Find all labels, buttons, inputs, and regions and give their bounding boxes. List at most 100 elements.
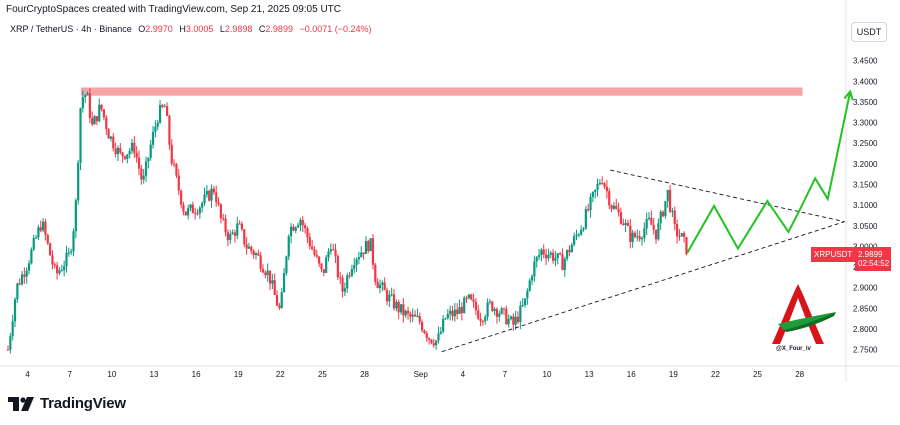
candle-down	[304, 225, 307, 229]
candle-up	[598, 182, 601, 184]
resistance-zone[interactable]	[80, 87, 803, 96]
candle-down	[44, 221, 47, 235]
candle-up	[547, 254, 550, 259]
candle-down	[544, 254, 548, 259]
candle-down	[313, 249, 316, 255]
candle-up	[158, 105, 162, 123]
candle-down	[339, 277, 342, 279]
candle-down	[114, 148, 117, 155]
candle-up	[535, 256, 538, 262]
candle-down	[472, 299, 475, 302]
currency-button[interactable]: USDT	[851, 22, 887, 42]
candle-down	[502, 308, 506, 310]
candle-up	[289, 226, 293, 237]
candle-down	[374, 264, 377, 282]
price-axis: 3.4500 3.4000 3.3500 3.3000 3.2500 3.2000 3.15…	[853, 57, 878, 355]
candle-down	[318, 256, 321, 264]
x-tick-label: 13	[585, 370, 594, 379]
candle-down	[88, 93, 91, 118]
candle-up	[163, 106, 166, 108]
candle-down	[568, 250, 571, 253]
candle-up	[147, 157, 150, 162]
candle-up	[446, 313, 449, 319]
candle-up	[612, 205, 616, 209]
candle-up	[60, 270, 63, 272]
candle-up	[666, 189, 669, 202]
candle-up	[30, 249, 33, 264]
candle-down	[610, 205, 613, 209]
candle-down	[601, 182, 604, 184]
candle-up	[144, 161, 148, 176]
candle-down	[559, 253, 562, 255]
candle-down	[308, 237, 311, 247]
candle-up	[582, 228, 585, 230]
candle-down	[264, 272, 267, 276]
candle-down	[512, 316, 515, 325]
projection-path[interactable]	[686, 91, 852, 254]
candle-down	[608, 191, 611, 206]
candle-down	[423, 330, 426, 334]
x-tick-label: 4	[25, 370, 30, 379]
x-tick-label: 19	[234, 370, 243, 379]
candle-down	[261, 268, 265, 273]
candle-down	[367, 241, 370, 252]
candle-down	[140, 168, 143, 180]
candle-down	[661, 211, 665, 217]
candle-up	[390, 294, 393, 296]
candle-down	[561, 254, 564, 270]
candle-up	[416, 315, 419, 317]
candle-up	[271, 280, 274, 284]
candle-up	[27, 263, 31, 271]
candle-down	[170, 144, 173, 164]
high-label: H	[179, 24, 186, 34]
candle-up	[156, 122, 159, 127]
candle-down	[238, 223, 241, 225]
low-label: L	[219, 24, 225, 34]
low-value: 2.9898	[224, 24, 253, 34]
triangle-upper-line[interactable]	[610, 169, 845, 223]
candle-up	[128, 150, 131, 155]
candle-down	[456, 309, 459, 314]
x-tick-label: 16	[192, 370, 201, 379]
candle-up	[353, 265, 356, 269]
candle-up	[65, 252, 68, 267]
candle-up	[266, 270, 269, 276]
x-tick-label: 13	[150, 370, 159, 379]
x-tick-label: 22	[711, 370, 720, 379]
candle-down	[683, 233, 686, 238]
candle-down	[428, 338, 431, 340]
open-label: O	[138, 24, 146, 34]
candle-down	[275, 294, 279, 306]
candle-up	[198, 207, 201, 214]
candle-up	[467, 294, 470, 299]
candle-up	[364, 241, 368, 254]
candle-down	[626, 222, 630, 226]
candle-down	[383, 282, 386, 291]
candle-up	[521, 305, 524, 307]
candle-down	[257, 253, 260, 256]
candle-down	[56, 265, 59, 274]
close-value: 2.9899	[265, 24, 293, 34]
candle-up	[591, 192, 594, 197]
y-tick-label: 2.8500	[853, 304, 878, 313]
candle-down	[105, 117, 108, 130]
candle-up	[109, 136, 113, 139]
candle-down	[250, 246, 253, 251]
candle-down	[245, 244, 248, 249]
x-tick-label: 10	[543, 370, 552, 379]
candle-down	[100, 104, 103, 110]
candle-down	[121, 152, 124, 157]
candle-down	[362, 252, 365, 254]
triangle-lower-line[interactable]	[441, 221, 845, 353]
x-tick-label: Sep	[414, 370, 429, 379]
brand-name: TradingView	[40, 395, 126, 412]
symbol-name[interactable]: XRP / TetherUS · 4h · Binance	[10, 24, 132, 34]
candle-up	[210, 188, 213, 201]
candle-up	[458, 306, 461, 314]
candle-up	[203, 194, 206, 204]
candle-up	[187, 208, 190, 216]
tradingview-brand[interactable]: TradingView	[8, 395, 126, 412]
candle-down	[460, 306, 463, 314]
candle-up	[329, 249, 332, 252]
